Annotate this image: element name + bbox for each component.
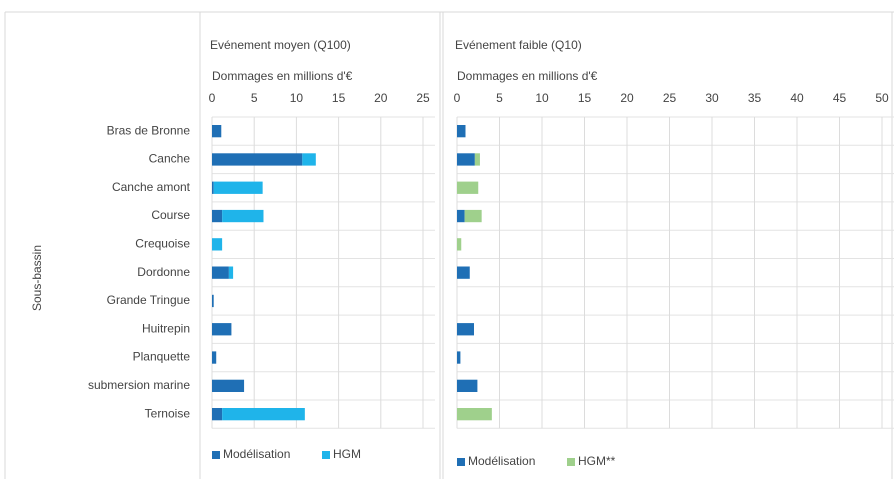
bar bbox=[212, 153, 303, 166]
bar bbox=[457, 266, 470, 279]
x-tick-label: 25 bbox=[663, 91, 677, 105]
bar bbox=[222, 408, 305, 421]
legend-label: Modélisation bbox=[468, 454, 535, 468]
bar bbox=[212, 408, 223, 421]
x-tick-label: 40 bbox=[790, 91, 804, 105]
bar bbox=[212, 209, 223, 223]
x-tick-label: 45 bbox=[833, 91, 847, 105]
x-axis-label: Dommages en millions d'€ bbox=[457, 69, 598, 83]
y-axis-label: Sous-bassin bbox=[30, 245, 44, 311]
panel-right bbox=[442, 11, 893, 479]
bar bbox=[212, 181, 214, 194]
bar bbox=[222, 209, 264, 223]
bar bbox=[464, 209, 482, 223]
x-tick-label: 0 bbox=[209, 91, 216, 105]
bar bbox=[457, 238, 462, 251]
bar bbox=[228, 266, 234, 279]
bar bbox=[457, 125, 466, 138]
x-tick-label: 5 bbox=[496, 91, 503, 105]
y-tick-label: Planquette bbox=[133, 350, 191, 364]
x-tick-label: 25 bbox=[416, 91, 430, 105]
x-tick-label: 30 bbox=[705, 91, 719, 105]
bar bbox=[457, 153, 475, 166]
bar bbox=[474, 153, 480, 166]
y-tick-label: Grande Tringue bbox=[107, 293, 191, 307]
legend-swatch bbox=[322, 451, 330, 459]
bar bbox=[213, 181, 263, 194]
bar bbox=[457, 181, 479, 194]
x-axis-label: Dommages en millions d'€ bbox=[212, 69, 353, 83]
y-tick-label: Ternoise bbox=[145, 406, 191, 420]
x-tick-label: 15 bbox=[578, 91, 592, 105]
chart-title: Evénement faible (Q10) bbox=[455, 38, 582, 52]
y-tick-label: Crequoise bbox=[135, 237, 190, 251]
x-tick-label: 50 bbox=[875, 91, 889, 105]
bar bbox=[212, 238, 223, 251]
legend-swatch bbox=[212, 451, 220, 459]
bar bbox=[457, 351, 461, 364]
x-tick-label: 20 bbox=[620, 91, 634, 105]
legend-swatch bbox=[567, 458, 575, 466]
x-tick-label: 10 bbox=[535, 91, 549, 105]
chart-title: Evénement moyen (Q100) bbox=[210, 38, 351, 52]
x-tick-label: 5 bbox=[251, 91, 258, 105]
bar bbox=[457, 323, 474, 336]
x-tick-label: 35 bbox=[748, 91, 762, 105]
bar bbox=[212, 294, 214, 308]
y-tick-label: Course bbox=[151, 208, 190, 222]
bar bbox=[457, 408, 492, 421]
legend-label: Modélisation bbox=[223, 447, 290, 461]
bar bbox=[212, 266, 229, 279]
y-tick-label: Canche bbox=[149, 152, 191, 166]
y-tick-label: Dordonne bbox=[137, 265, 190, 279]
x-tick-label: 20 bbox=[374, 91, 388, 105]
y-tick-label: submersion marine bbox=[88, 378, 190, 392]
x-tick-label: 10 bbox=[290, 91, 304, 105]
bar bbox=[212, 379, 245, 392]
bar bbox=[302, 153, 316, 166]
x-tick-label: 15 bbox=[332, 91, 346, 105]
x-tick-label: 0 bbox=[454, 91, 461, 105]
bar bbox=[212, 351, 217, 364]
y-tick-label: Huitrepin bbox=[142, 321, 190, 335]
panel-left bbox=[199, 11, 441, 479]
y-tick-label: Bras de Bronne bbox=[107, 123, 191, 137]
bar bbox=[457, 379, 478, 392]
bar bbox=[212, 323, 232, 336]
y-tick-label: Canche amont bbox=[112, 180, 191, 194]
legend-label: HGM** bbox=[578, 454, 616, 468]
bar bbox=[457, 209, 465, 223]
legend-swatch bbox=[457, 458, 465, 466]
bar bbox=[212, 125, 222, 138]
legend-label: HGM bbox=[333, 447, 361, 461]
